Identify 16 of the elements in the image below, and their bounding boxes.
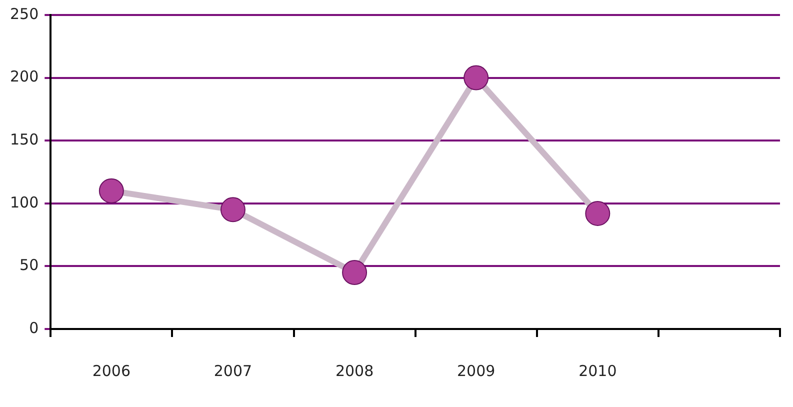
x-tick-label: 2006 <box>92 362 131 380</box>
y-tick-label: 50 <box>20 256 39 274</box>
point <box>464 65 489 90</box>
y-tick-label: 100 <box>10 193 39 212</box>
point <box>585 200 610 226</box>
x-tick-label: 2010 <box>578 362 617 380</box>
x-tick-label: 2008 <box>335 362 374 380</box>
point <box>342 260 368 285</box>
x-tick-label: 2009 <box>457 362 496 380</box>
y-tick-label: 150 <box>10 130 39 148</box>
y-tick-label: 250 <box>10 4 39 23</box>
y-tick-label: 200 <box>10 68 39 86</box>
point <box>98 178 124 204</box>
point <box>220 197 246 222</box>
x-tick-label: 2007 <box>214 362 252 380</box>
y-tick-label: 0 <box>29 318 39 337</box>
